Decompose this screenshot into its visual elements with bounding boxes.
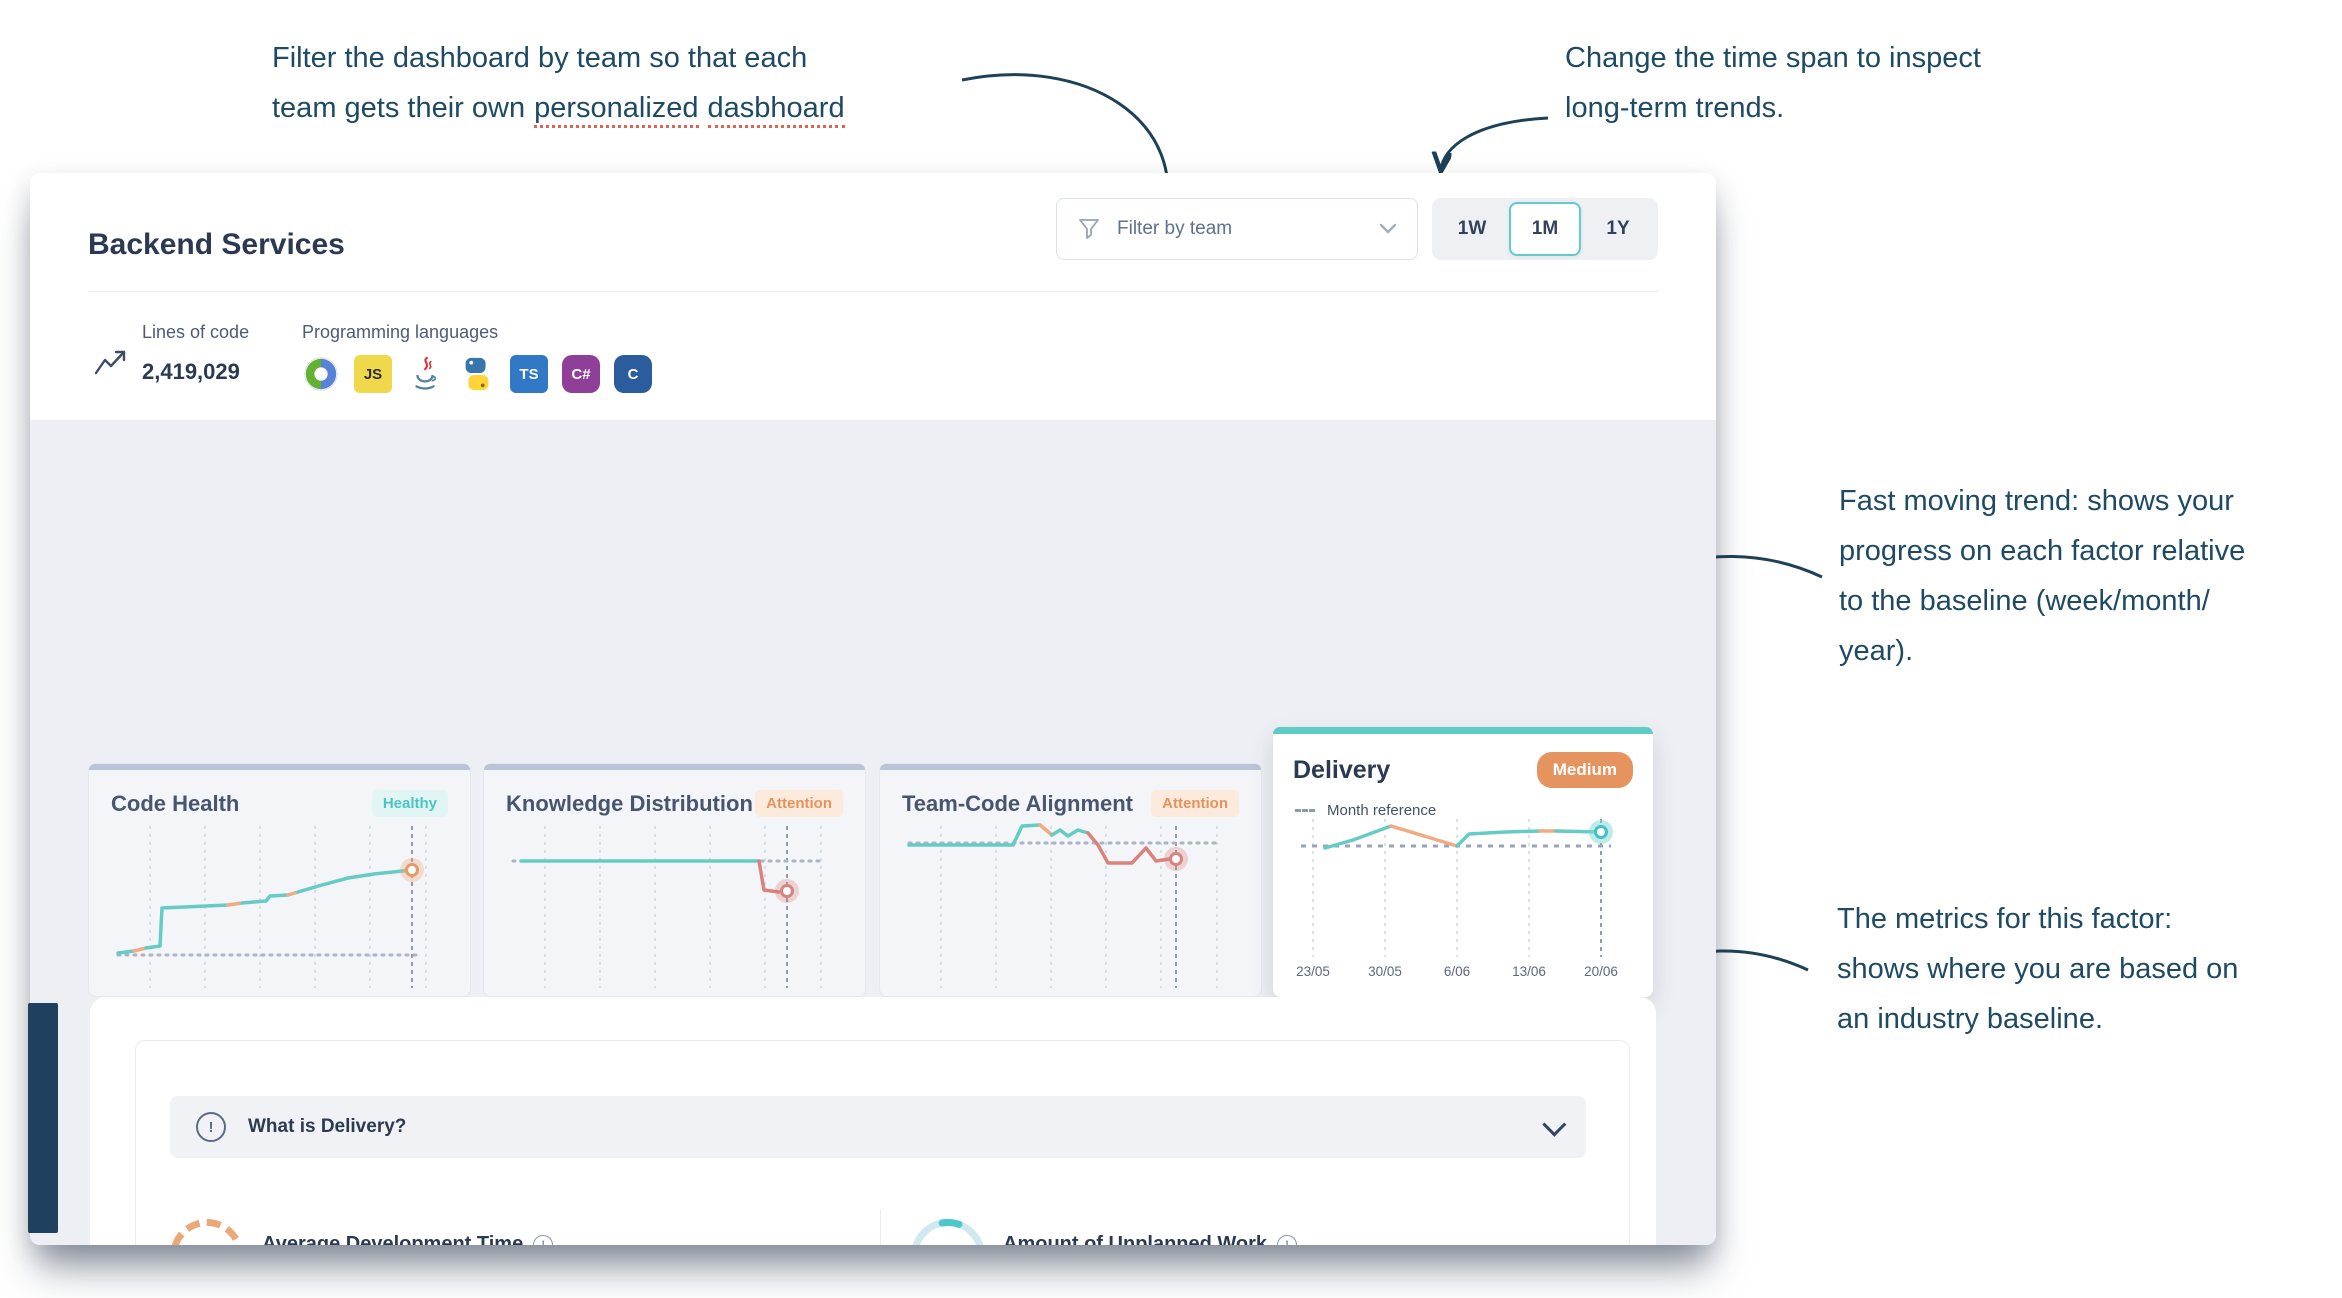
info-icon[interactable]: !	[1277, 1234, 1298, 1245]
knowledge-distribution-sparkline	[511, 826, 823, 988]
typescript-icon: TS	[510, 355, 548, 393]
programming-languages-label: Programming languages	[302, 322, 499, 342]
csharp-icon: C#	[562, 355, 600, 393]
annotation-line: Filter the dashboard by team so that eac…	[272, 42, 808, 74]
time-range-1w-button[interactable]: 1W	[1436, 202, 1508, 256]
language-icons-row: JS TS C# C	[302, 355, 652, 393]
x-axis-label: 20/06	[1584, 964, 1618, 979]
arrow-to-toggle	[1441, 116, 1549, 170]
x-axis-label: 23/05	[1296, 964, 1330, 979]
team-code-alignment-sparkline	[907, 823, 1219, 988]
status-badge: Attention	[755, 790, 843, 817]
header-divider	[88, 291, 1658, 292]
accordion-label: What is Delivery?	[248, 1116, 407, 1137]
card-title: Delivery	[1293, 755, 1391, 784]
card-knowledge-distribution[interactable]: Knowledge Distribution Attention	[483, 763, 866, 997]
what-is-delivery-accordion[interactable]: ! What is Delivery?	[170, 1096, 1586, 1158]
misspelled-word: personalized	[534, 92, 699, 128]
time-range-toggle: 1W 1M 1Y	[1432, 198, 1658, 260]
team-filter-dropdown[interactable]: Filter by team	[1056, 198, 1418, 260]
lines-of-code-value: 2,419,029	[142, 359, 240, 384]
filter-placeholder: Filter by team	[1117, 218, 1233, 239]
code-health-sparkline	[116, 826, 427, 988]
card-title: Knowledge Distribution	[506, 790, 753, 816]
time-range-1m-button[interactable]: 1M	[1509, 202, 1581, 256]
annotation-filter-note: Filter the dashboard by team so that eac…	[272, 33, 845, 133]
month-reference-legend: Month reference	[1295, 802, 1653, 819]
card-code-health[interactable]: Code Health Healthy	[88, 763, 471, 997]
time-range-1y-button[interactable]: 1Y	[1582, 202, 1654, 256]
trend-up-icon	[94, 350, 126, 375]
metric-title-row: Average Development Time !	[262, 1233, 599, 1245]
x-axis-label: 13/06	[1512, 964, 1546, 979]
x-axis-label: 6/06	[1443, 964, 1471, 979]
programming-languages-stat: Programming languages JS TS C# C	[302, 322, 652, 393]
status-badge: Healthy	[371, 790, 448, 817]
dashed-line-swatch	[1295, 809, 1315, 812]
card-accent-bar	[484, 764, 865, 770]
x-axis-label: 30/05	[1368, 964, 1402, 979]
annotation-trend-note: Fast moving trend: shows your progress on…	[1839, 485, 2246, 667]
annotation-metrics-note: The metrics for this factor: shows where …	[1837, 903, 2239, 1035]
card-team-code-alignment[interactable]: Team-Code Alignment Attention	[879, 763, 1262, 997]
dev-time-gauge: 23h	[170, 1219, 244, 1245]
card-accent-bar	[880, 764, 1261, 770]
metric-unplanned-work: 6% Amount of Unplanned Work ! High perfo…	[911, 1219, 1579, 1245]
annotation-line: team gets their own personalized dasbhoard	[272, 83, 845, 133]
column-divider	[880, 1209, 881, 1245]
misspelled-word: dasbhoard	[707, 92, 845, 128]
filter-funnel-icon	[1079, 219, 1099, 239]
annotation-timespan-note: Change the time span to inspect long-term…	[1565, 42, 1981, 124]
card-delivery-active[interactable]: Delivery Medium Month reference 23/05 30/…	[1273, 727, 1653, 997]
card-title: Code Health	[111, 790, 240, 816]
card-active-accent-bar	[1273, 727, 1653, 734]
info-icon[interactable]: !	[533, 1234, 554, 1245]
java-icon	[406, 355, 444, 393]
info-circle-icon: !	[196, 1112, 226, 1142]
page-title: Backend Services	[88, 228, 345, 261]
c-icon: C	[614, 355, 652, 393]
clojure-icon	[302, 355, 340, 393]
dashboard-content: Code Health Healthy Knowledge Distributi…	[30, 420, 1716, 1245]
chevron-down-icon	[1379, 223, 1397, 234]
gauge-arc	[911, 1219, 985, 1245]
card-accent-bar	[89, 764, 470, 770]
status-badge: Attention	[1151, 790, 1239, 817]
metric-average-development-time: 23h Average Development Time ! Medium pe…	[170, 1219, 842, 1245]
background-window-edge	[28, 1003, 58, 1233]
delivery-detail-card: ! What is Delivery? 23h Average Developm…	[135, 1040, 1630, 1245]
unplanned-work-gauge: 6%	[911, 1219, 985, 1245]
delivery-x-axis-labels: 23/05 30/05 6/06 13/06 20/06	[1293, 964, 1633, 984]
delivery-detail-panel: ! What is Delivery? 23h Average Developm…	[90, 997, 1656, 1245]
javascript-icon: JS	[354, 355, 392, 393]
card-title: Team-Code Alignment	[902, 790, 1134, 816]
status-badge: Medium	[1536, 752, 1633, 788]
lines-of-code-stat: Lines of code 2,419,029	[142, 322, 249, 385]
chevron-down-icon	[1542, 1112, 1567, 1137]
delivery-sparkline	[1301, 819, 1613, 957]
metric-title-row: Amount of Unplanned Work !	[1003, 1233, 1550, 1245]
app-window: Backend Services Filter by team 1W 1M 1Y…	[30, 173, 1716, 1245]
lines-of-code-label: Lines of code	[142, 322, 250, 342]
python-icon	[458, 355, 496, 393]
